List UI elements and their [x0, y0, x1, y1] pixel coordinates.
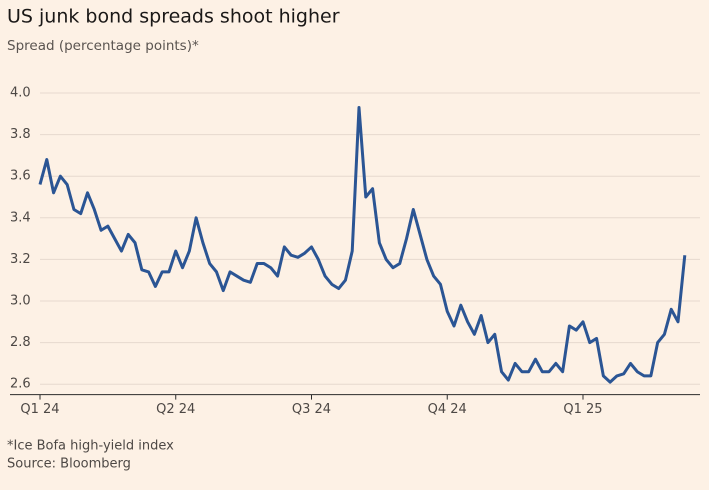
chart-subtitle: Spread (percentage points)*: [7, 38, 199, 54]
footnote: *Ice Bofa high-yield index: [7, 439, 174, 454]
y-tick-label: 3.4: [10, 210, 31, 225]
x-tick-label: Q2 24: [156, 402, 195, 417]
x-tick-label: Q4 24: [428, 402, 467, 417]
y-tick-label: 2.8: [10, 335, 31, 350]
y-tick-label: 3.0: [10, 294, 31, 309]
x-tick-label: Q1 24: [20, 402, 59, 417]
y-tick-label: 3.8: [10, 127, 31, 142]
x-tick-label: Q1 25: [563, 402, 602, 417]
data-line: [38, 106, 687, 384]
y-tick-label: 3.2: [10, 252, 31, 267]
y-tick-label: 2.6: [10, 377, 31, 392]
chart-title: US junk bond spreads shoot higher: [7, 6, 340, 28]
y-tick-label: 3.6: [10, 169, 31, 184]
x-tick-label: Q3 24: [292, 402, 331, 417]
source: Source: Bloomberg: [7, 457, 131, 472]
y-tick-label: 4.0: [10, 86, 31, 101]
